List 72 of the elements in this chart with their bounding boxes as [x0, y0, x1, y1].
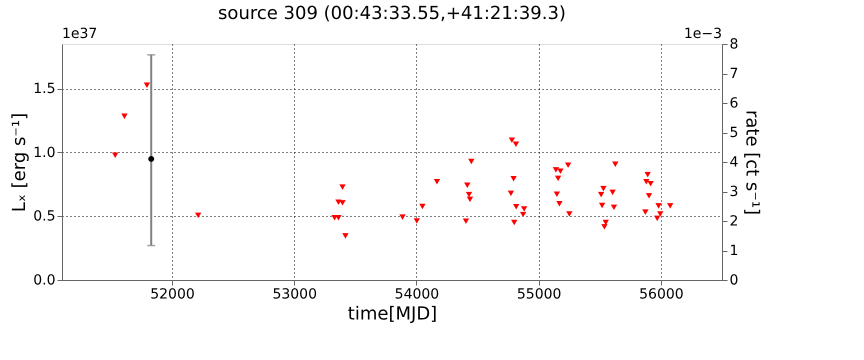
point	[520, 212, 526, 218]
point	[144, 82, 150, 88]
point	[462, 218, 470, 224]
y2-tick-label: 8	[730, 36, 738, 52]
y2-tick-label: 3	[730, 184, 738, 200]
point	[598, 202, 606, 208]
point	[511, 220, 518, 226]
x-tick-label: 54000	[394, 286, 440, 302]
point	[609, 190, 616, 196]
point	[194, 212, 202, 218]
y-tick-label: 0.5	[33, 208, 56, 225]
x-tick-label: 55000	[516, 286, 562, 302]
point	[654, 216, 660, 222]
y2-tick-label: 2	[730, 214, 738, 230]
point	[566, 211, 573, 217]
point	[647, 180, 654, 186]
point	[419, 204, 426, 210]
y2-tick-label: 4	[730, 154, 738, 170]
point	[598, 192, 604, 198]
point	[434, 179, 440, 185]
point	[642, 209, 649, 215]
point	[657, 211, 664, 217]
y2-tick-label: 0	[730, 272, 738, 288]
point	[667, 203, 674, 209]
chart-title: source 309 (00:43:33.55,+41:21:39.3)	[218, 3, 566, 24]
point	[556, 200, 563, 206]
point	[646, 193, 652, 199]
y2-tick-label: 6	[730, 96, 738, 112]
point	[468, 158, 474, 164]
y2-tick-label: 1	[730, 243, 738, 259]
point	[512, 142, 520, 148]
point	[414, 218, 420, 224]
point	[464, 182, 470, 188]
point	[644, 172, 651, 178]
point	[466, 192, 472, 198]
point	[112, 152, 118, 158]
point	[399, 214, 406, 220]
point	[554, 176, 562, 182]
point	[564, 162, 572, 168]
point	[508, 137, 516, 143]
point	[557, 168, 564, 174]
point	[601, 224, 608, 230]
point	[466, 196, 474, 202]
point	[600, 186, 607, 192]
y-tick-label: 1.5	[33, 81, 56, 98]
y-tick-label: 1.0	[33, 144, 56, 161]
point	[148, 156, 154, 162]
point	[655, 203, 662, 209]
point	[612, 162, 618, 168]
point	[339, 200, 346, 206]
point	[510, 176, 517, 182]
point	[513, 204, 520, 210]
y2-tick-label: 7	[730, 66, 738, 82]
text: 1e37	[62, 26, 98, 42]
point	[552, 167, 560, 173]
x-tick-label: 52000	[150, 286, 195, 302]
x-tick-label: 53000	[272, 286, 317, 302]
point	[643, 179, 650, 185]
point	[520, 206, 528, 212]
point	[508, 190, 514, 196]
y2-tick-label: 5	[730, 125, 738, 141]
y2-axis-title: rate [ct s⁻¹]	[741, 110, 762, 216]
point	[342, 233, 349, 239]
point	[121, 113, 128, 119]
point	[610, 204, 618, 210]
text: 1e−3	[684, 26, 722, 42]
point	[554, 192, 560, 198]
x-tick-label: 56000	[639, 286, 684, 302]
y-axis-title: Lₓ [erg s⁻¹]	[9, 112, 30, 212]
x-axis-title: time[MJD]	[348, 304, 438, 324]
point	[339, 184, 346, 190]
y-tick-label: 0.0	[33, 272, 56, 288]
